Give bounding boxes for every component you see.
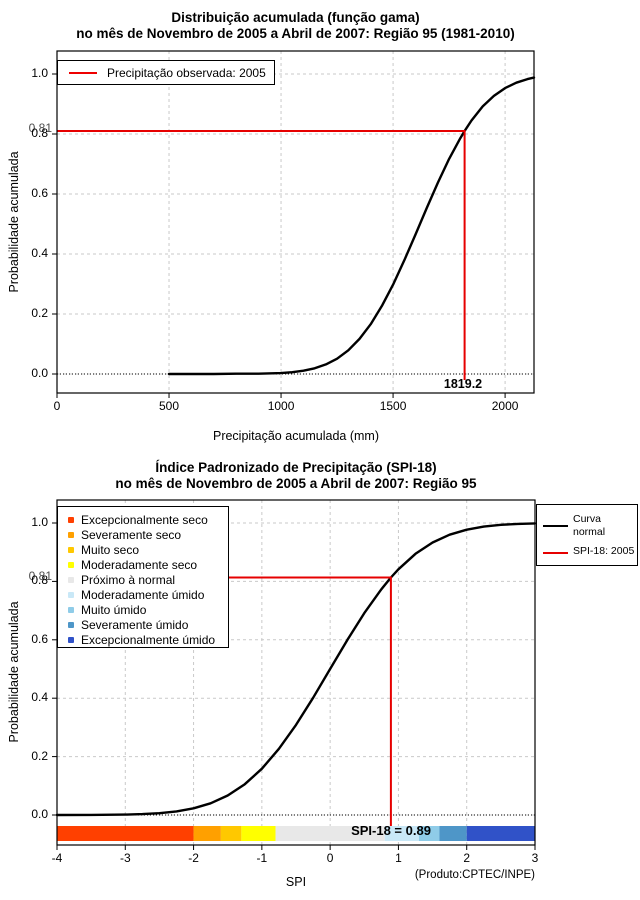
category-color-swatch	[68, 592, 74, 599]
chart1-value-annotation: 1819.2	[443, 377, 483, 391]
legend-item-moderadamente-seco: Moderadamente seco	[66, 557, 228, 572]
category-color-swatch	[68, 561, 74, 568]
y-tick-label: 1.0	[31, 66, 48, 80]
x-tick-label: 1000	[267, 399, 295, 413]
y-tick-label: 0.0	[31, 366, 48, 380]
x-tick-label: 500	[159, 399, 180, 413]
y-tick-label: 0.6	[31, 631, 48, 646]
chart1-legend: Precipitação observada: 2005	[57, 60, 275, 85]
legend-item-muito-umido: Muito úmido	[66, 603, 228, 618]
spi-bar-segment	[418, 826, 440, 841]
y-tick-label: 0.8	[31, 573, 48, 588]
x-tick-label: -1	[256, 851, 268, 865]
plot-border	[56, 499, 536, 846]
black-line-swatch	[543, 525, 568, 527]
spi18-2005-label: SPI-18: 2005	[573, 545, 635, 557]
spi-bar-segment	[220, 826, 242, 841]
chart2-subtitle: no mês de Novembro de 2005 a Abril de 20…	[115, 476, 477, 491]
spi-value-annotation: SPI-18 = 0.89	[351, 823, 431, 838]
y-tick-label: 0.4	[31, 690, 48, 705]
y-tick-label: 0.2	[31, 748, 48, 763]
spi-bar-segment	[241, 826, 276, 841]
y-tick-label: 0.4	[31, 246, 48, 260]
category-color-swatch	[68, 622, 74, 629]
category-color-swatch	[68, 516, 74, 523]
legend-item-severamente-umido: Severamente úmido	[66, 618, 228, 633]
x-tick-label: -4	[51, 851, 63, 865]
legend-item-muito-seco: Muito seco	[66, 542, 228, 557]
category-color-swatch	[68, 637, 74, 644]
plot-border	[56, 50, 535, 394]
spi-bar-segment	[275, 826, 385, 841]
category-color-swatch	[68, 607, 74, 614]
category-color-swatch	[68, 576, 74, 583]
x-tick-label: -2	[188, 851, 199, 865]
category-color-swatch	[68, 546, 74, 553]
legend-item-excepcionalmente-seco: Excepcionalmente seco	[66, 512, 228, 527]
spi-bar-segment	[466, 826, 535, 841]
chart1-subtitle: no mês de Novembro de 2005 a Abril de 20…	[76, 26, 515, 41]
x-tick-label: 0	[53, 399, 61, 413]
cdf-curve	[55, 522, 537, 817]
curva-normal-label-line1: Curva	[573, 513, 602, 525]
chart2-title: Índice Padronizado de Precipitação (SPI-…	[155, 460, 437, 475]
x-tick-label: 0	[326, 851, 334, 865]
product-credit: (Produto:CPTEC/INPE)	[414, 869, 535, 881]
chart2-curves-legend: Curva normal SPI-18: 2005	[536, 504, 638, 566]
legend-item-excepcionalmente-umido: Excepcionalmente úmido	[66, 633, 228, 648]
spi-bar-segment	[57, 826, 194, 841]
y-tick-label: 0.8	[31, 126, 48, 140]
cdf-curve	[167, 76, 536, 376]
chart1-y-axis-label: Probabilidade acumulada	[7, 151, 22, 293]
red-line-swatch	[543, 552, 568, 554]
chart1-probability-annotation: 0.81	[28, 121, 52, 135]
x-tick-label: 2	[463, 851, 471, 865]
chart1-legend-label: Precipitação observada: 2005	[107, 65, 266, 80]
chart1-x-axis-label: Precipitação acumulada (mm)	[212, 429, 380, 443]
observed-marker-line	[57, 130, 466, 380]
x-tick-label: 1	[395, 851, 402, 865]
chart2-x-axis-label: SPI	[285, 875, 307, 889]
x-tick-label: 2000	[491, 399, 519, 413]
y-tick-label: 1.0	[31, 515, 48, 529]
chart1-title: Distribuição acumulada (função gama)	[171, 10, 420, 25]
curva-normal-label-line2: normal	[573, 526, 606, 538]
y-tick-label: 0.6	[31, 186, 48, 200]
spi-bar-segment	[384, 826, 419, 841]
legend-item-severamente-seco: Severamente seco	[66, 527, 228, 542]
chart2-y-axis-label: Probabilidade acumulada	[7, 601, 22, 743]
y-tick-label: 0.2	[31, 306, 48, 320]
chart2-probability-annotation: 0.81	[28, 569, 52, 583]
red-line-swatch	[69, 71, 97, 74]
legend-item-proximo-a-normal: Próximo à normal	[66, 572, 228, 587]
x-tick-label: 3	[531, 851, 539, 865]
spi-bar-segment	[439, 826, 467, 841]
spi-bar-segment	[193, 826, 221, 841]
x-tick-label: -3	[119, 851, 131, 865]
category-color-swatch	[68, 531, 74, 538]
legend-item-moderadamente-umido: Moderadamente úmido	[66, 587, 228, 602]
chart2-category-legend: Excepcionalmente seco Severamente seco M…	[57, 506, 229, 648]
x-tick-label: 1500	[379, 399, 407, 413]
y-tick-label: 0.0	[31, 807, 48, 821]
